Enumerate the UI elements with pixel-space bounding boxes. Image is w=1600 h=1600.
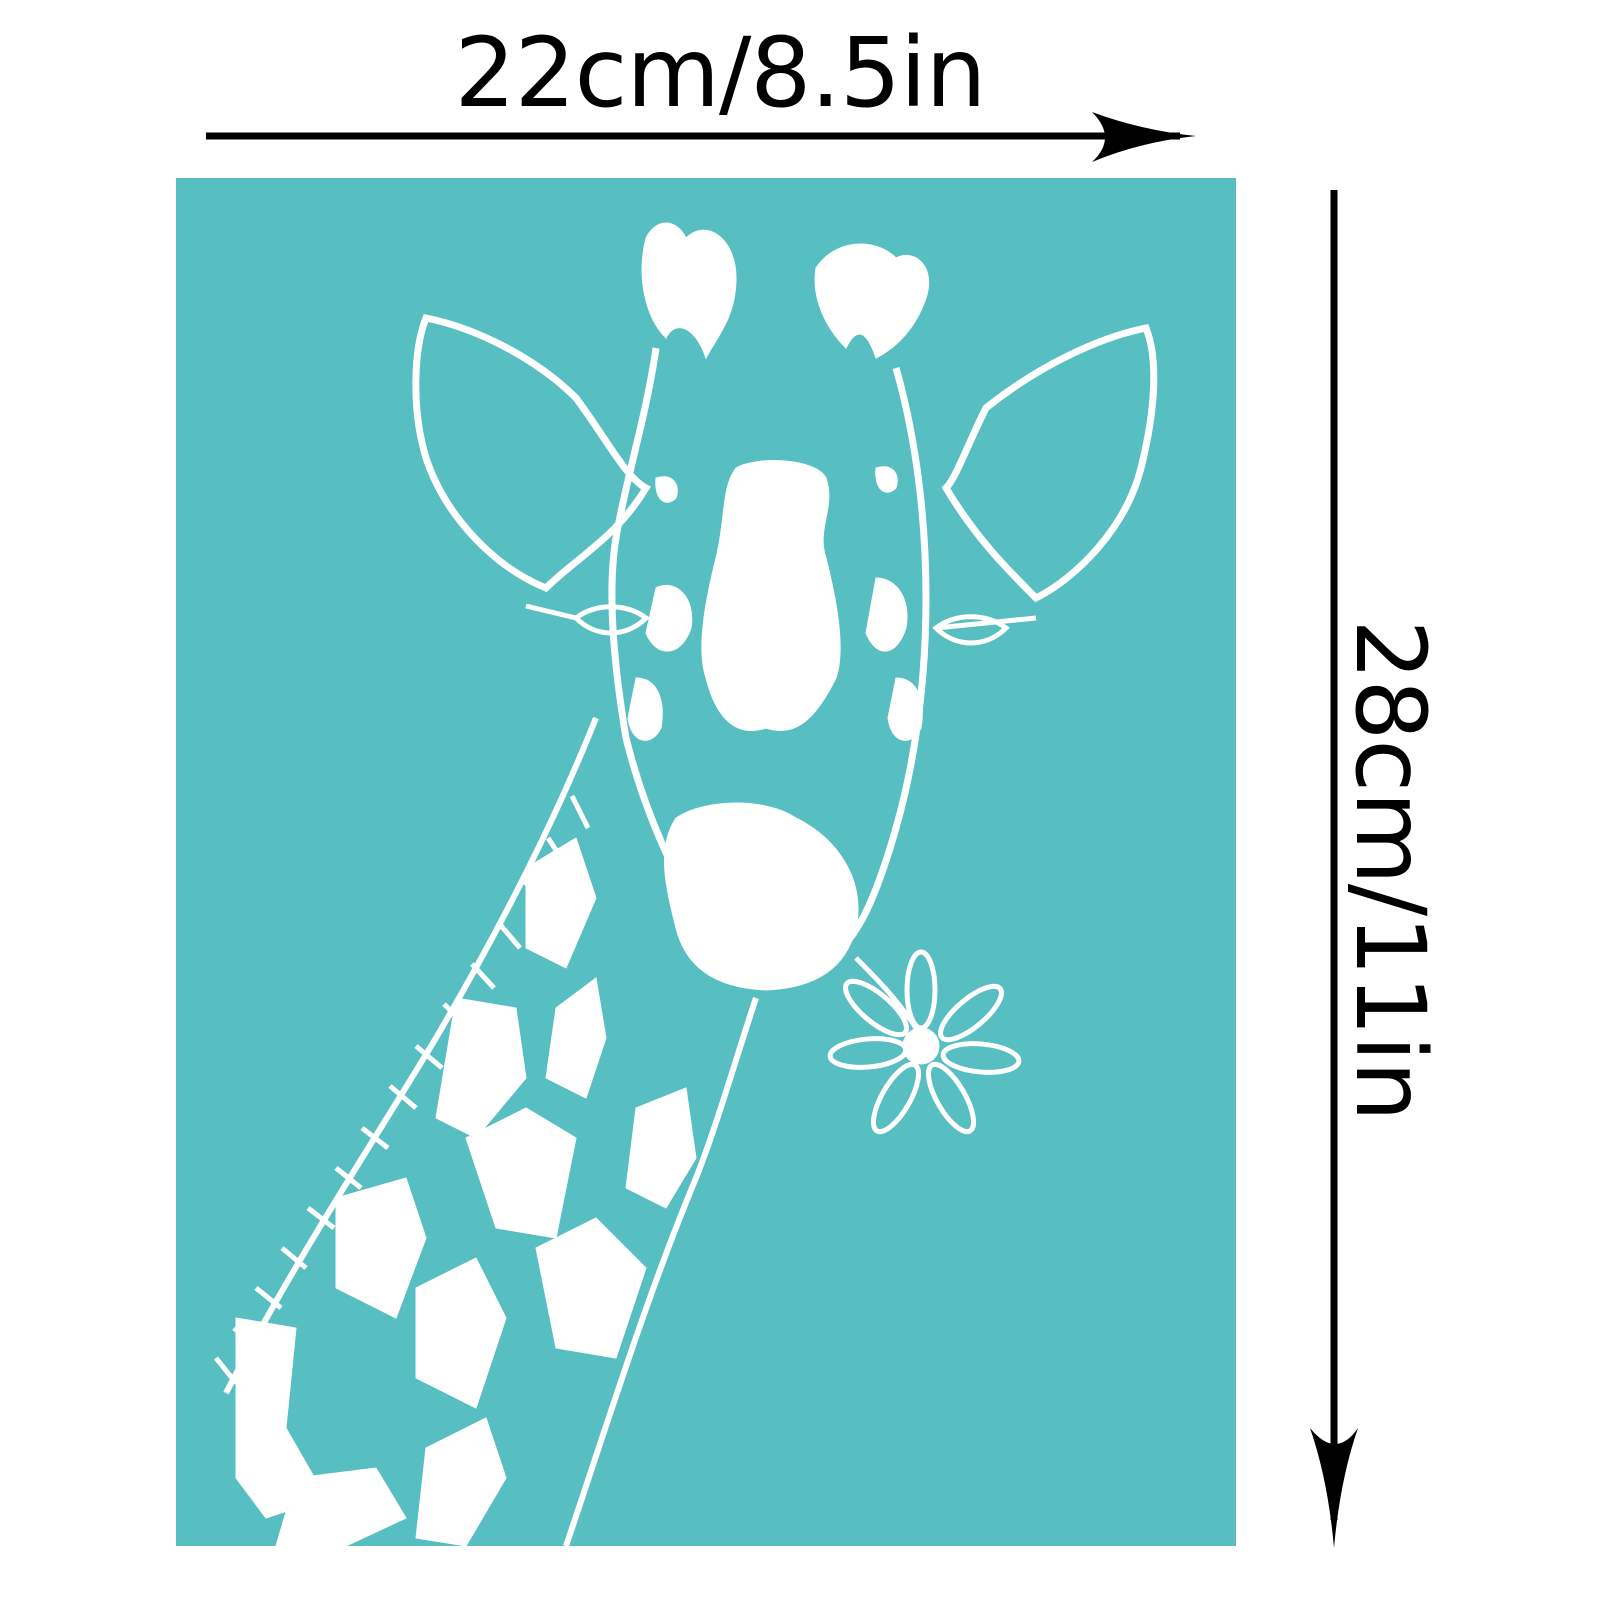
giraffe-stencil-icon [214, 222, 1158, 1546]
width-dimension-label: 22cm/8.5in [454, 17, 987, 129]
stencil-sheet [176, 178, 1236, 1546]
height-arrow-icon [1310, 190, 1358, 1548]
width-arrow-icon [206, 112, 1196, 162]
